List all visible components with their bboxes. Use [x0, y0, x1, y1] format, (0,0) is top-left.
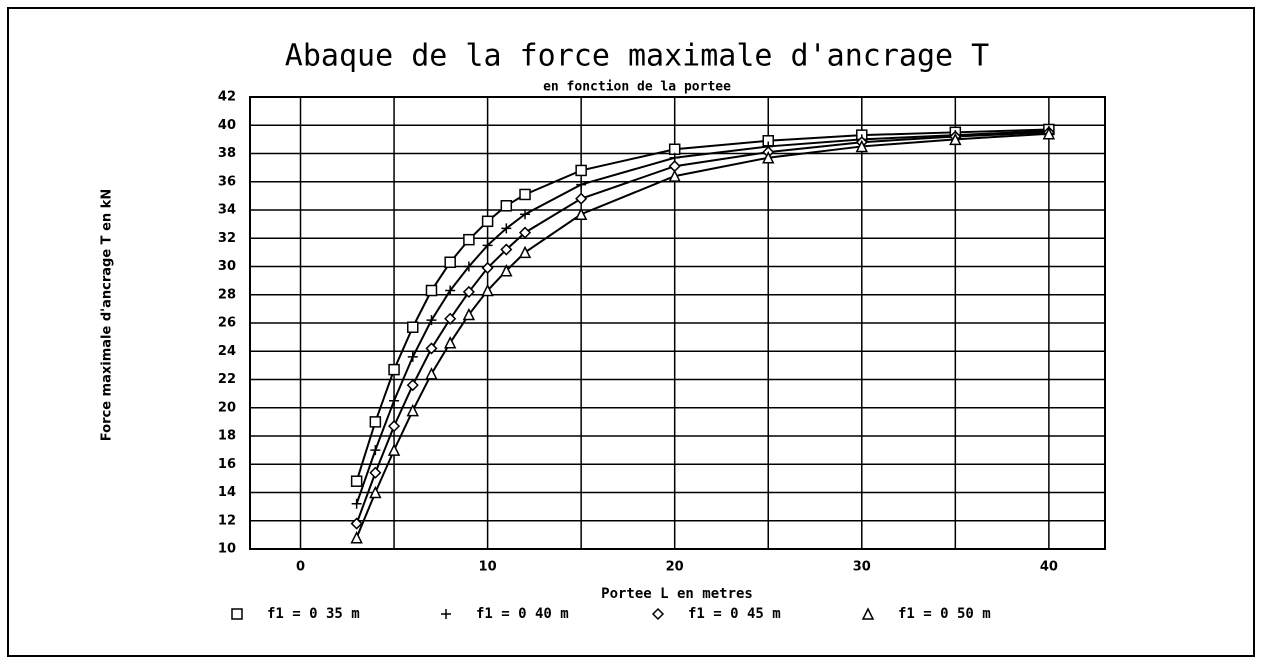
marker [426, 315, 437, 326]
y-tick-label: 26 [218, 316, 236, 331]
y-tick-label: 10 [218, 542, 236, 557]
marker [481, 215, 494, 228]
legend-marker [231, 608, 243, 620]
y-tick-label: 20 [218, 400, 236, 415]
marker [855, 139, 868, 153]
marker [481, 283, 494, 297]
marker [350, 531, 363, 544]
marker [762, 151, 775, 164]
marker [482, 240, 493, 251]
legend-label: f1 = 0 45 m [688, 606, 781, 622]
y-tick-label: 18 [218, 429, 236, 444]
marker [350, 517, 363, 530]
marker [668, 169, 681, 182]
marker [445, 285, 456, 296]
marker [462, 285, 475, 298]
marker [575, 164, 587, 177]
legend-label: f1 = 0 35 m [267, 606, 360, 622]
series-line [355, 132, 1049, 539]
y-tick-label: 34 [218, 203, 236, 218]
marker [388, 363, 400, 376]
y-tick-label: 38 [218, 146, 236, 161]
marker [520, 209, 531, 220]
y-tick-label: 32 [218, 231, 236, 246]
marker [370, 445, 381, 456]
series-line [355, 128, 1049, 482]
marker [519, 188, 531, 201]
marker [501, 223, 512, 234]
x-tick-label: 40 [1040, 560, 1058, 575]
marker [407, 351, 418, 362]
x-tick-label: 10 [479, 560, 497, 575]
chart-subtitle: en fonction de la portee [543, 80, 731, 95]
y-tick-label: 40 [218, 118, 236, 133]
marker [387, 420, 401, 433]
marker [369, 466, 382, 479]
marker [351, 498, 362, 509]
marker [425, 284, 438, 297]
marker [463, 233, 475, 246]
marker [406, 379, 419, 392]
marker [444, 256, 456, 269]
marker [518, 245, 532, 259]
series-line [355, 129, 1049, 505]
marker [949, 132, 962, 146]
y-tick-label: 22 [218, 372, 236, 387]
marker [387, 443, 401, 456]
y-tick-label: 24 [218, 344, 236, 359]
frame [7, 7, 1255, 657]
marker [407, 321, 419, 333]
marker [576, 179, 587, 190]
marker [443, 336, 457, 349]
marker [500, 200, 513, 212]
marker [574, 207, 588, 220]
marker [406, 403, 419, 417]
legend-marker [651, 607, 665, 621]
y-tick-label: 28 [218, 287, 236, 302]
x-tick-label: 30 [853, 560, 871, 575]
marker [425, 342, 438, 355]
x-axis-label: Portee L en metres [601, 586, 753, 602]
marker [500, 264, 513, 277]
y-tick-label: 30 [218, 259, 236, 274]
y-tick-label: 14 [218, 485, 236, 500]
marker [463, 261, 474, 272]
x-tick-label: 0 [296, 560, 305, 575]
marker [1042, 127, 1056, 140]
marker [389, 395, 400, 406]
legend-label: f1 = 0 50 m [898, 606, 991, 622]
y-tick-label: 36 [218, 174, 236, 189]
x-tick-label: 20 [666, 560, 684, 575]
legend-marker [441, 609, 451, 619]
marker [369, 416, 382, 428]
y-tick-label: 42 [218, 90, 236, 105]
marker [481, 261, 494, 274]
marker [518, 226, 532, 239]
series-line [355, 131, 1049, 524]
marker [500, 243, 513, 256]
chart-title: Abaque de la force maximale d'ancrage T [285, 39, 989, 74]
legend-label: f1 = 0 40 m [476, 606, 569, 622]
marker [575, 192, 588, 205]
y-tick-label: 16 [218, 457, 236, 472]
marker [462, 307, 476, 321]
y-tick-label: 12 [218, 513, 236, 528]
marker [425, 367, 438, 380]
marker [350, 475, 363, 487]
legend-marker [861, 607, 875, 620]
marker [369, 485, 382, 499]
marker [444, 312, 457, 325]
y-axis-label: Force maximale d'ancrage T en kN [100, 189, 115, 441]
